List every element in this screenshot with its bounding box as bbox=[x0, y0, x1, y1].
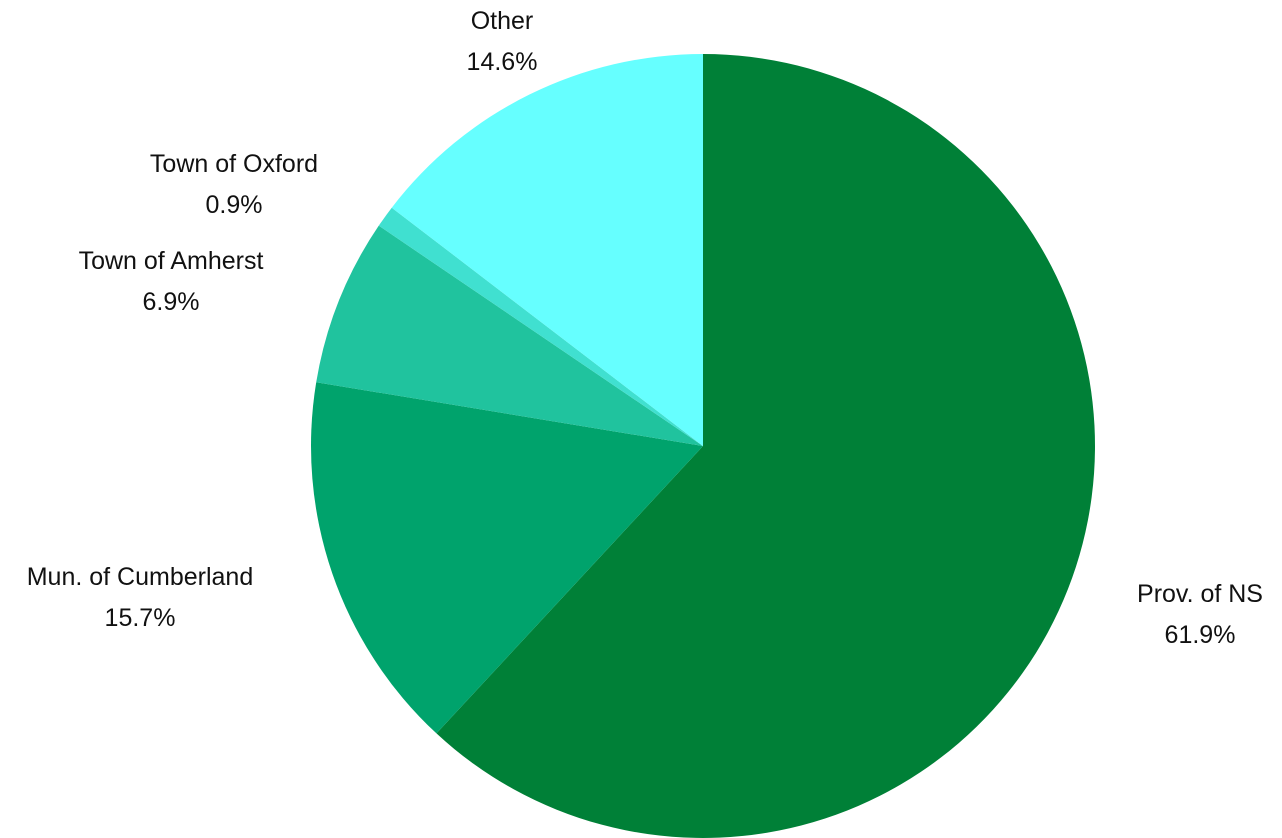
pie-slices bbox=[311, 54, 1095, 838]
slice-value-label-mun-of-cumberland: 15.7% bbox=[105, 604, 176, 632]
pie-labels: Prov. of NS 61.9% Mun. of Cumberland 15.7% T… bbox=[27, 7, 1263, 649]
pie-slice-town-of-amherst bbox=[316, 225, 703, 446]
slice-value-label-prov-of-ns: 61.9% bbox=[1165, 621, 1236, 649]
pie-slice-mun-of-cumberland bbox=[311, 382, 703, 734]
pie-slice-prov-of-ns bbox=[436, 54, 1095, 838]
slice-label-prov-of-ns: Prov. of NS bbox=[1137, 580, 1263, 608]
pie-slice-other bbox=[391, 54, 703, 446]
slice-label-other: Other bbox=[471, 7, 534, 35]
slice-value-label-other: 14.6% bbox=[467, 48, 538, 76]
slice-label-mun-of-cumberland: Mun. of Cumberland bbox=[27, 563, 254, 591]
slice-value-label-town-of-oxford: 0.9% bbox=[206, 191, 263, 219]
pie-slice-town-of-oxford bbox=[378, 207, 703, 446]
slice-label-town-of-amherst: Town of Amherst bbox=[79, 247, 264, 275]
slice-value-label-town-of-amherst: 6.9% bbox=[143, 288, 200, 316]
slice-label-town-of-oxford: Town of Oxford bbox=[150, 150, 318, 178]
